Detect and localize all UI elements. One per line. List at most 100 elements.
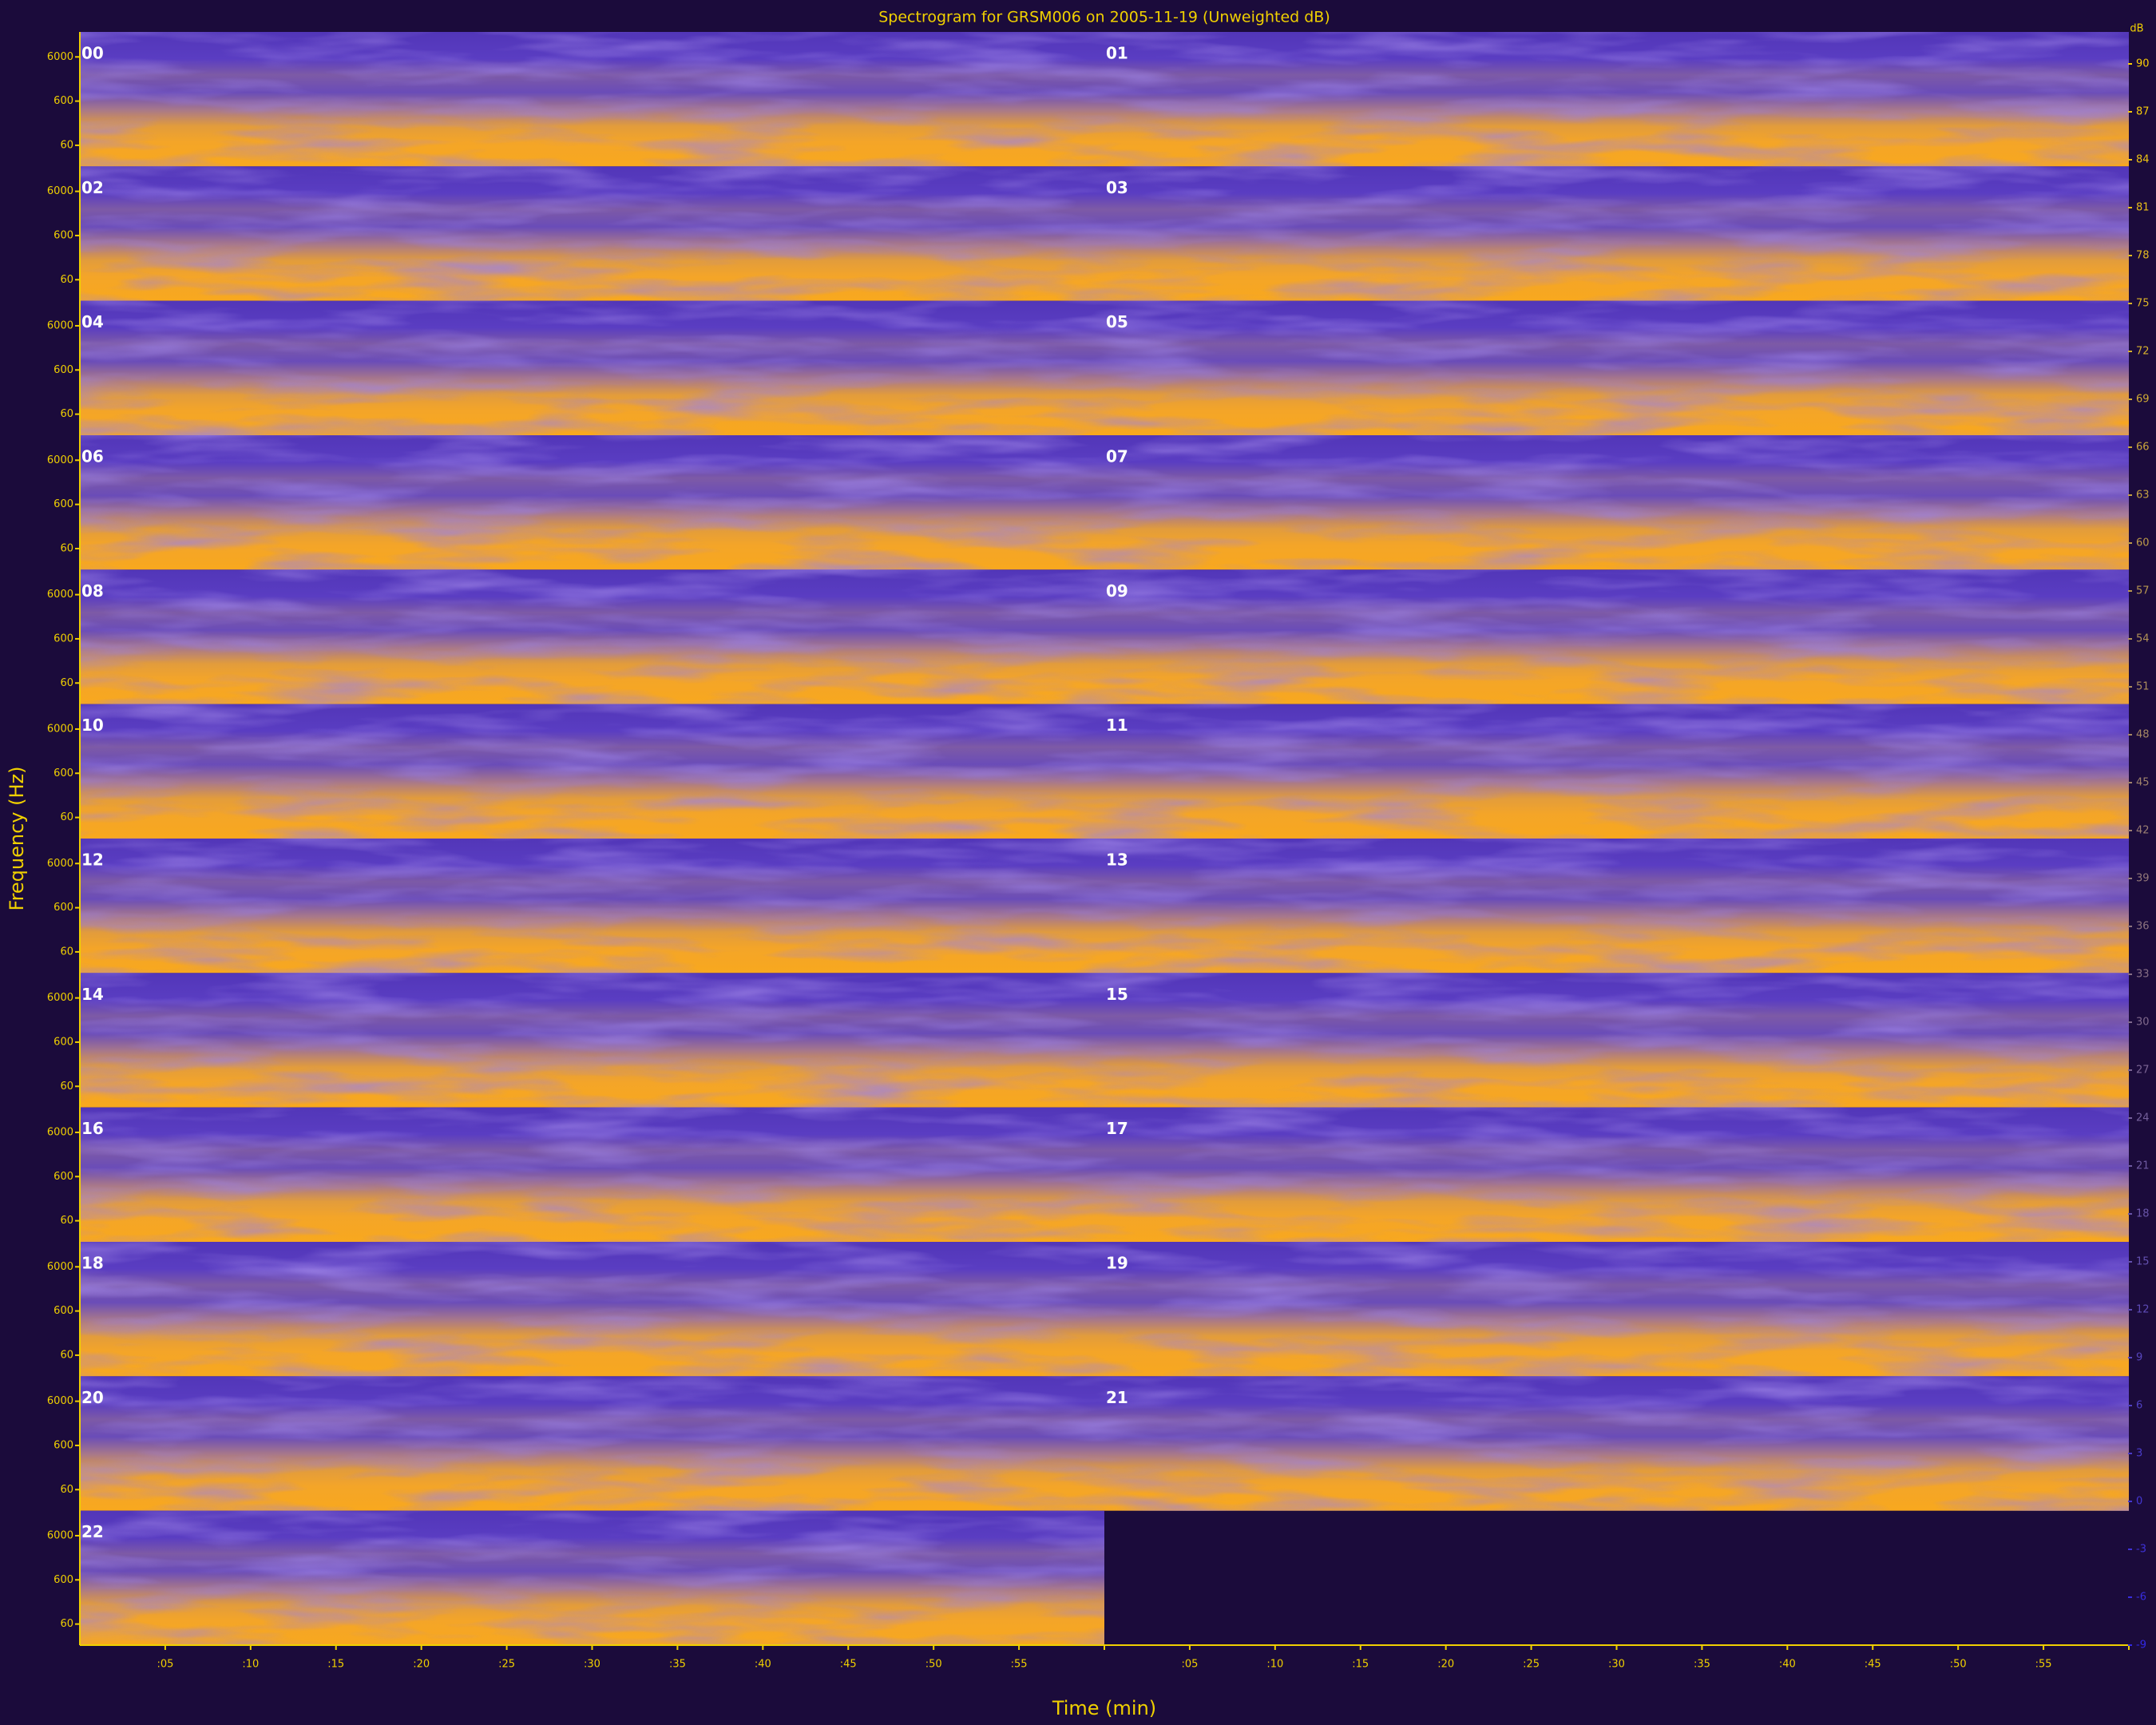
x-tick-label: :25 bbox=[498, 1659, 515, 1671]
hour-label: 21 bbox=[1106, 1388, 1128, 1407]
x-tick-label: :55 bbox=[1011, 1659, 1028, 1671]
spectrogram-texture bbox=[80, 1242, 1104, 1377]
spectrogram-texture bbox=[1104, 569, 2129, 704]
y-tick-label: 60 bbox=[60, 542, 73, 554]
colorbar-tick-label: 18 bbox=[2136, 1208, 2150, 1220]
colorbar-tick-label: 48 bbox=[2136, 729, 2150, 741]
y-tick-label: 600 bbox=[54, 498, 73, 510]
x-tick-label: :20 bbox=[413, 1659, 430, 1671]
hour-label: 14 bbox=[81, 985, 104, 1004]
hour-label: 08 bbox=[81, 581, 104, 601]
y-tick-label: 60 bbox=[60, 946, 73, 958]
x-tick-label: :50 bbox=[925, 1659, 942, 1671]
colorbar-tick-label: 27 bbox=[2136, 1065, 2150, 1077]
colorbar-tick-label: 75 bbox=[2136, 298, 2150, 310]
x-tick-label: :20 bbox=[1437, 1659, 1454, 1671]
hour-label: 11 bbox=[1106, 716, 1128, 735]
colorbar-tick-label: 57 bbox=[2136, 585, 2150, 597]
x-tick-label: :45 bbox=[1865, 1659, 1881, 1671]
x-tick-label: :40 bbox=[1779, 1659, 1796, 1671]
y-tick-label: 60 bbox=[60, 1081, 73, 1092]
y-tick-label: 600 bbox=[54, 229, 73, 241]
spectrogram-texture bbox=[1104, 704, 2129, 839]
x-tick-label: :30 bbox=[1608, 1659, 1625, 1671]
y-tick-label: 600 bbox=[54, 902, 73, 914]
colorbar-tick-label: 84 bbox=[2136, 154, 2150, 166]
colorbar-tick-label: 30 bbox=[2136, 1017, 2150, 1029]
spectrogram-texture bbox=[80, 1510, 1104, 1645]
y-tick-label: 60 bbox=[60, 1618, 73, 1630]
hour-label: 04 bbox=[81, 312, 104, 331]
y-tick-label: 60 bbox=[60, 274, 73, 286]
x-tick-label: :55 bbox=[2035, 1659, 2052, 1671]
spectrogram-texture bbox=[80, 1376, 1104, 1511]
colorbar-tick-label: 3 bbox=[2136, 1448, 2142, 1460]
colorbar-tick-label: -9 bbox=[2136, 1640, 2146, 1652]
spectrogram-texture bbox=[80, 569, 1104, 704]
hour-label: 09 bbox=[1106, 581, 1128, 601]
y-tick-label: 600 bbox=[54, 364, 73, 376]
colorbar-tick-label: -6 bbox=[2136, 1592, 2146, 1604]
colorbar-tick-label: -3 bbox=[2136, 1544, 2146, 1556]
spectrogram-texture bbox=[1104, 973, 2129, 1108]
y-tick-label: 60 bbox=[60, 1484, 73, 1496]
y-axis-label: Frequency (Hz) bbox=[6, 767, 28, 911]
spectrogram-texture bbox=[80, 435, 1104, 570]
colorbar-tick-label: 39 bbox=[2136, 873, 2150, 885]
y-tick-label: 600 bbox=[54, 1305, 73, 1317]
chart-title: Spectrogram for GRSM006 on 2005-11-19 (U… bbox=[878, 9, 1330, 26]
y-tick-label: 6000 bbox=[47, 185, 73, 197]
x-tick-label: :30 bbox=[584, 1659, 600, 1671]
spectrogram-texture bbox=[1104, 839, 2129, 974]
spectrogram-texture bbox=[1104, 32, 2129, 167]
spectrogram-texture bbox=[80, 704, 1104, 839]
y-tick-label: 60 bbox=[60, 1215, 73, 1227]
y-tick-label: 6000 bbox=[47, 723, 73, 735]
x-tick-label: :10 bbox=[1266, 1659, 1283, 1671]
colorbar-tick-label: 87 bbox=[2136, 106, 2150, 118]
hour-label: 18 bbox=[81, 1254, 104, 1273]
spectrogram-texture bbox=[80, 1107, 1104, 1242]
colorbar-tick-label: 78 bbox=[2136, 250, 2150, 262]
y-tick-label: 6000 bbox=[47, 589, 73, 601]
y-tick-label: 60 bbox=[60, 677, 73, 689]
x-tick-label: :35 bbox=[669, 1659, 686, 1671]
colorbar-tick-label: 81 bbox=[2136, 202, 2150, 214]
colorbar-tick-label: 45 bbox=[2136, 777, 2150, 789]
x-tick-label: :15 bbox=[327, 1659, 344, 1671]
colorbar-tick-label: 51 bbox=[2136, 681, 2150, 693]
colorbar-tick-label: 66 bbox=[2136, 442, 2150, 454]
colorbar-tick-label: 54 bbox=[2136, 633, 2150, 645]
y-tick-label: 60 bbox=[60, 408, 73, 420]
colorbar-tick-label: 72 bbox=[2136, 346, 2150, 358]
hour-label: 12 bbox=[81, 851, 104, 870]
hour-label: 05 bbox=[1106, 312, 1128, 331]
y-tick-label: 600 bbox=[54, 1574, 73, 1586]
y-tick-label: 6000 bbox=[47, 1529, 73, 1541]
colorbar-tick-label: 21 bbox=[2136, 1160, 2150, 1172]
spectrogram-texture bbox=[1104, 435, 2129, 570]
hour-label: 13 bbox=[1106, 851, 1128, 870]
colorbar-tick-label: 69 bbox=[2136, 394, 2150, 406]
hour-label: 03 bbox=[1106, 178, 1128, 197]
y-tick-label: 60 bbox=[60, 1349, 73, 1361]
y-tick-label: 600 bbox=[54, 95, 73, 107]
y-tick-label: 6000 bbox=[47, 51, 73, 63]
y-tick-label: 6000 bbox=[47, 319, 73, 331]
hour-label: 07 bbox=[1106, 447, 1128, 466]
spectrogram-texture bbox=[80, 166, 1104, 301]
spectrogram-texture bbox=[1104, 1107, 2129, 1242]
hour-label: 02 bbox=[81, 178, 104, 197]
hour-label: 15 bbox=[1106, 985, 1128, 1004]
colorbar-label: dB bbox=[2130, 23, 2143, 35]
hour-label: 16 bbox=[81, 1119, 104, 1138]
spectrogram-texture bbox=[80, 32, 1104, 167]
spectrogram-texture bbox=[1104, 1242, 2129, 1377]
colorbar-tick-label: 36 bbox=[2136, 921, 2150, 933]
x-tick-label: :45 bbox=[840, 1659, 857, 1671]
y-tick-label: 600 bbox=[54, 1439, 73, 1451]
colorbar-tick-label: 60 bbox=[2136, 537, 2150, 549]
colorbar-tick-label: 6 bbox=[2136, 1400, 2142, 1412]
colorbar-tick-label: 33 bbox=[2136, 969, 2150, 981]
